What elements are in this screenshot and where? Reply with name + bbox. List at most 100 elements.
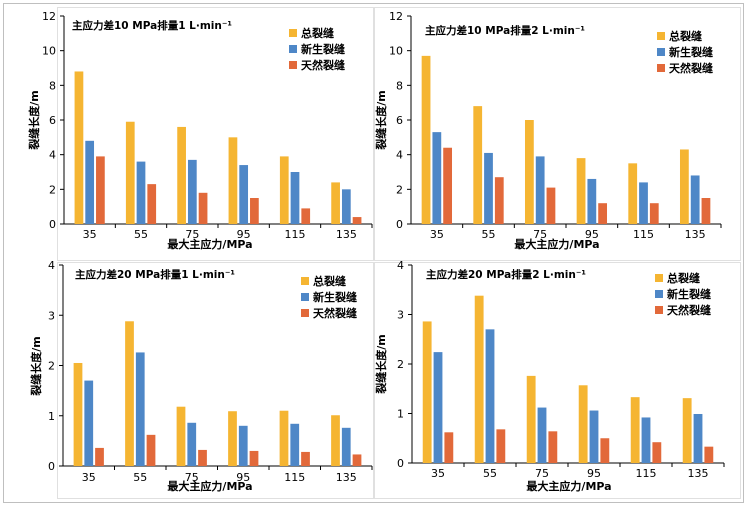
bar-new — [187, 422, 197, 466]
bar-natural — [146, 434, 156, 466]
bar-total — [630, 397, 640, 463]
bar-total — [125, 321, 134, 466]
legend-label-new: 新生裂缝 — [667, 287, 711, 301]
bar-natural — [496, 429, 506, 463]
y-axis-title: 裂缝长度/m — [374, 90, 388, 150]
bar-new — [290, 172, 300, 224]
x-tick-label: 35 — [82, 471, 96, 484]
y-axis-title: 裂缝长度/m — [374, 334, 388, 394]
y-axis-title: 裂缝长度/m — [27, 90, 41, 150]
x-tick-label: 75 — [185, 471, 199, 484]
bar-new — [641, 417, 651, 463]
x-tick-label: 135 — [688, 467, 709, 480]
y-tick-label: 2 — [48, 360, 55, 373]
y-tick-label: 0 — [396, 218, 403, 231]
y-tick-label: 0 — [48, 460, 55, 473]
x-tick-label: 115 — [285, 228, 306, 241]
panel-frame — [374, 7, 741, 261]
bar-total — [73, 362, 83, 466]
bar-total — [628, 163, 638, 224]
bar-total — [176, 406, 186, 466]
legend-swatch-new — [657, 48, 665, 56]
legend-swatch-new — [655, 290, 663, 298]
bar-new — [85, 140, 95, 224]
panel-frame — [374, 262, 741, 499]
y-tick-label: 8 — [396, 79, 403, 92]
bar-new — [433, 352, 443, 463]
x-axis-title: 最大主应力/MPa — [167, 479, 252, 493]
y-tick-label: 4 — [396, 149, 403, 162]
x-axis-title: 最大主应力/MPa — [526, 479, 611, 493]
y-tick-label: 12 — [389, 10, 403, 23]
bar-total — [125, 121, 135, 224]
bar-new — [589, 410, 599, 463]
y-tick-label: 10 — [42, 45, 56, 58]
legend-swatch-natural — [655, 306, 663, 314]
bar-new — [693, 413, 703, 463]
bar-total — [422, 321, 432, 463]
bar-natural — [147, 184, 157, 224]
bar-natural — [494, 177, 504, 224]
figure-frame — [3, 3, 744, 503]
y-tick-label: 0 — [397, 457, 404, 470]
bar-new — [639, 182, 648, 224]
legend-label-natural: 天然裂缝 — [301, 58, 345, 72]
panel-frame — [57, 7, 374, 261]
bar-total — [228, 411, 237, 466]
y-tick-label: 3 — [48, 309, 55, 322]
x-tick-label: 95 — [236, 471, 250, 484]
bar-natural — [548, 431, 558, 463]
y-tick-label: 4 — [397, 259, 404, 272]
legend-swatch-natural — [657, 64, 665, 72]
bar-natural — [652, 442, 662, 463]
bar-natural — [443, 147, 453, 224]
bar-natural — [600, 438, 610, 463]
bar-natural — [546, 187, 556, 224]
bar-new — [432, 132, 442, 224]
bar-total — [474, 295, 484, 463]
bar-total — [331, 182, 340, 224]
bar-new — [537, 407, 547, 463]
y-tick-label: 2 — [397, 358, 404, 371]
bar-total — [331, 415, 340, 466]
x-axis-title: 最大主应力/MPa — [514, 237, 599, 251]
bar-natural — [352, 454, 362, 466]
x-tick-label: 55 — [133, 471, 147, 484]
legend-swatch-new — [301, 293, 309, 301]
y-tick-label: 1 — [48, 410, 55, 423]
x-tick-label: 55 — [483, 467, 497, 480]
bar-new — [690, 175, 700, 224]
bar-total — [576, 158, 586, 224]
bar-new — [587, 178, 597, 224]
bar-natural — [352, 217, 362, 224]
bar-total — [421, 55, 431, 224]
legend-label-total: 总裂缝 — [313, 274, 346, 288]
panel-annotation: 主应力差20 MPa排量2 L·min⁻¹ — [426, 268, 586, 281]
x-tick-label: 115 — [284, 471, 305, 484]
bar-new — [187, 159, 197, 224]
y-tick-label: 3 — [397, 309, 404, 322]
panel-annotation: 主应力差10 MPa排量1 L·min⁻¹ — [72, 19, 232, 32]
x-tick-label: 35 — [83, 228, 97, 241]
bar-total — [279, 156, 289, 224]
bar-new — [341, 189, 351, 224]
bar-natural — [250, 198, 259, 224]
legend-label-new: 新生裂缝 — [301, 42, 345, 56]
x-tick-label: 75 — [185, 228, 199, 241]
chart-panel-4: 0 1 2 3 4 35 55 75 95 115 135 主应力差20 MPa排量2 L·min⁻¹… — [374, 259, 741, 499]
panel-annotation: 主应力差10 MPa排量2 L·min⁻¹ — [425, 24, 585, 37]
y-tick-label: 0 — [49, 218, 56, 231]
y-axis-title: 裂缝长度/m — [29, 336, 43, 396]
bar-natural — [96, 156, 105, 224]
y-tick-label: 2 — [396, 183, 403, 196]
chart-panel-2: 0 2 4 6 8 10 12 35 55 75 95 115 135 主应力差10 MPa排量2 L·m… — [374, 7, 741, 261]
legend-swatch-natural — [289, 61, 297, 69]
x-tick-label: 135 — [685, 228, 706, 241]
y-tick-label: 8 — [49, 79, 56, 92]
bar-new — [84, 380, 94, 466]
bar-new — [239, 165, 249, 224]
legend-label-natural: 天然裂缝 — [313, 306, 357, 320]
x-tick-label: 115 — [636, 467, 657, 480]
x-tick-label: 95 — [585, 228, 599, 241]
